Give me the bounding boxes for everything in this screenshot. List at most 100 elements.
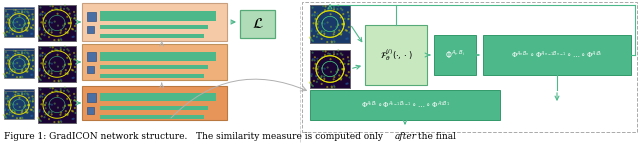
- Point: [62, 89, 72, 91]
- Point: [313, 15, 323, 17]
- Point: [308, 22, 319, 24]
- Point: [34, 36, 44, 38]
- Point: [336, 32, 346, 35]
- Point: [316, 77, 326, 80]
- Point: [343, 63, 353, 66]
- Point: [333, 4, 344, 7]
- Bar: [38, 46, 76, 82]
- Point: [5, 24, 15, 27]
- Point: [35, 14, 45, 16]
- Point: [40, 94, 50, 96]
- Point: [10, 63, 20, 65]
- Point: [70, 107, 80, 109]
- Point: [338, 23, 348, 25]
- Point: [8, 50, 19, 52]
- Point: [319, 33, 330, 35]
- Point: [342, 82, 353, 85]
- Bar: [38, 5, 76, 41]
- Bar: [38, 87, 76, 123]
- Point: [69, 52, 79, 54]
- Point: [312, 68, 323, 70]
- Point: [308, 13, 318, 15]
- Bar: [310, 50, 350, 88]
- Point: [341, 83, 351, 85]
- Point: [39, 34, 49, 36]
- Point: [342, 82, 353, 85]
- Point: [322, 86, 332, 88]
- Point: [326, 9, 336, 11]
- Point: [13, 92, 23, 95]
- Point: [37, 96, 47, 98]
- Point: [52, 50, 63, 52]
- Point: [336, 77, 346, 80]
- Point: [344, 60, 354, 62]
- Point: [5, 70, 15, 72]
- Point: [317, 67, 327, 69]
- Point: [25, 18, 35, 20]
- Point: [28, 18, 38, 20]
- Point: [310, 19, 321, 21]
- Point: [53, 106, 63, 109]
- Point: [340, 18, 350, 20]
- Point: [333, 49, 344, 52]
- Point: [19, 24, 29, 26]
- Point: [1, 96, 12, 99]
- Point: [326, 13, 336, 15]
- Point: [52, 95, 63, 97]
- Point: [317, 56, 328, 58]
- Point: [20, 23, 30, 25]
- Bar: [302, 2, 637, 132]
- Point: [317, 11, 328, 13]
- Bar: [310, 5, 350, 43]
- Point: [10, 70, 20, 72]
- Point: [70, 55, 80, 57]
- Point: [321, 50, 331, 53]
- Point: [344, 31, 355, 34]
- Point: [12, 103, 22, 105]
- Point: [17, 110, 28, 112]
- Point: [22, 29, 33, 31]
- Point: [69, 99, 79, 102]
- Point: [60, 86, 70, 89]
- Point: [317, 11, 328, 13]
- Point: [307, 30, 317, 32]
- Point: [38, 93, 48, 95]
- Point: [22, 10, 32, 13]
- Point: [21, 68, 31, 70]
- Point: [312, 81, 322, 83]
- Point: [332, 53, 342, 55]
- Point: [328, 33, 339, 35]
- Point: [334, 29, 344, 32]
- Point: [54, 80, 64, 82]
- Point: [54, 122, 64, 124]
- Point: [7, 110, 17, 112]
- Point: [3, 13, 13, 16]
- Point: [0, 114, 10, 116]
- Point: [5, 61, 15, 64]
- Point: [23, 104, 33, 106]
- Point: [63, 49, 74, 52]
- Point: [8, 13, 19, 16]
- Bar: [100, 106, 208, 110]
- Point: [308, 67, 319, 70]
- Bar: [87, 66, 94, 73]
- Point: [317, 38, 327, 40]
- Point: [14, 15, 24, 17]
- Point: [312, 22, 323, 25]
- Point: [44, 11, 54, 13]
- Point: [43, 72, 53, 74]
- Point: [67, 28, 77, 30]
- Point: [21, 27, 31, 29]
- Point: [308, 40, 318, 42]
- Point: [338, 13, 348, 15]
- Point: [47, 91, 58, 93]
- Point: [59, 90, 69, 92]
- Point: [38, 18, 49, 20]
- Point: [24, 15, 34, 17]
- Point: [321, 5, 331, 8]
- Point: [326, 85, 337, 88]
- Point: [310, 56, 320, 59]
- Point: [316, 76, 326, 78]
- Point: [62, 32, 72, 34]
- Point: [326, 85, 337, 88]
